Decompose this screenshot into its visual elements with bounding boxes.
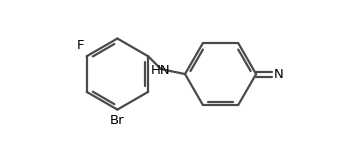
Text: HN: HN (150, 64, 170, 77)
Text: Br: Br (110, 114, 125, 127)
Text: N: N (274, 68, 284, 81)
Text: F: F (76, 39, 84, 52)
